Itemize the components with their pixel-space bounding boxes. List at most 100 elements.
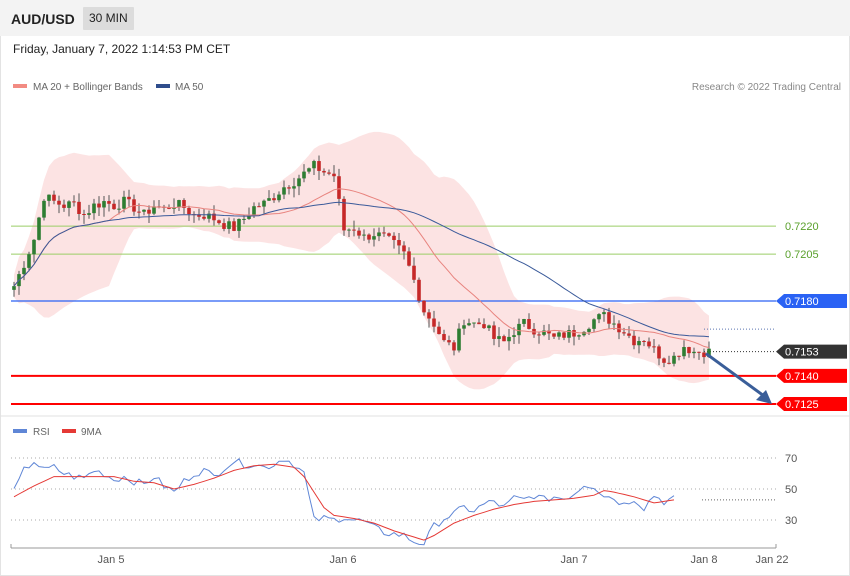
candle-body [577,335,581,337]
candle-body [357,230,361,236]
candle [317,155,321,180]
candle-body [222,223,226,229]
candle [147,205,151,223]
candle-body [402,245,406,252]
candle-body [557,332,561,337]
level-label-0.7153: 0.7153 [785,347,819,359]
candle-body [207,213,211,219]
candle [422,300,426,316]
candle [87,204,91,219]
candle-body [142,209,146,212]
bollinger-band-area [14,131,709,390]
candle-body [102,201,106,208]
candle [117,199,121,215]
candle-body [602,312,606,315]
candle [107,195,111,212]
x-tick-Jan-22: Jan 22 [755,554,788,566]
candle [662,357,666,368]
level-tag-0.7153 [776,344,847,359]
candle-body [667,362,671,364]
candle-body [347,229,351,231]
candle [702,348,706,364]
candle-body [607,312,611,324]
candle [322,168,326,176]
candle [227,217,231,234]
candle-body [472,322,476,324]
candle-body [52,194,56,201]
candle-body [267,198,271,201]
candle-body [397,240,401,246]
level-label-0.7220: 0.7220 [785,221,819,233]
candle-body [632,335,636,346]
candle [67,200,71,217]
candle-body [612,323,616,325]
candle [27,251,31,272]
level-tag-0.7125 [776,397,847,411]
candle [617,320,621,340]
x-tick-Jan-6: Jan 6 [330,554,357,566]
candle [262,199,266,214]
candle [487,324,491,331]
x-tick-Jan-8: Jan 8 [691,554,718,566]
candle-body [342,198,346,231]
candle-body [272,198,276,201]
candle-body [72,201,76,203]
candle-body [492,325,496,339]
candle-body [542,330,546,335]
candle-body [692,351,696,354]
level-tag-0.7140 [776,368,847,383]
candle-body [32,239,36,255]
candle-body [697,351,701,353]
candle [287,185,291,195]
candle [457,323,461,353]
candle-body [592,319,596,329]
candle-body [167,207,171,209]
candle [347,228,351,238]
candle [42,199,46,221]
candle [77,193,81,221]
candle [507,329,511,351]
candle-body [522,319,526,324]
candle [32,239,36,263]
candle-body [277,194,281,201]
candle-body [332,173,336,177]
candle [167,204,171,210]
timeframe-button[interactable]: 30 MIN [83,7,134,30]
ma20-legend-swatch [13,84,27,88]
candle [407,247,411,267]
candle-body [407,251,411,266]
candle-body [87,213,91,215]
candle-body [672,355,676,364]
candle [512,327,516,344]
candle-body [307,168,311,172]
candle [492,321,496,346]
header-bar: AUD/USD 30 MIN [0,0,850,36]
candle-body [677,355,681,357]
candle-body [237,218,241,231]
candle [697,351,701,360]
candle-body [467,323,471,326]
candle [402,241,406,260]
candle-body [517,323,521,336]
candle-body [442,334,446,341]
candle-body [62,204,66,208]
candle-body [462,325,466,329]
ma50-legend-swatch [156,84,170,88]
candle-body [537,334,541,336]
candle-body [552,333,556,337]
candle [412,257,416,284]
candle [342,196,346,236]
candle-body [257,206,261,208]
candle [437,321,441,335]
candle-body [502,336,506,342]
rsi-ma-line [13,463,675,541]
candle [557,331,561,340]
candle [57,195,61,214]
candle [582,331,586,337]
candle-body [562,332,566,338]
candle [47,194,51,207]
rsi-tick-50: 50 [785,484,797,496]
candle [212,205,216,226]
candle-body [582,331,586,336]
level-tag-0.7180 [776,294,847,308]
